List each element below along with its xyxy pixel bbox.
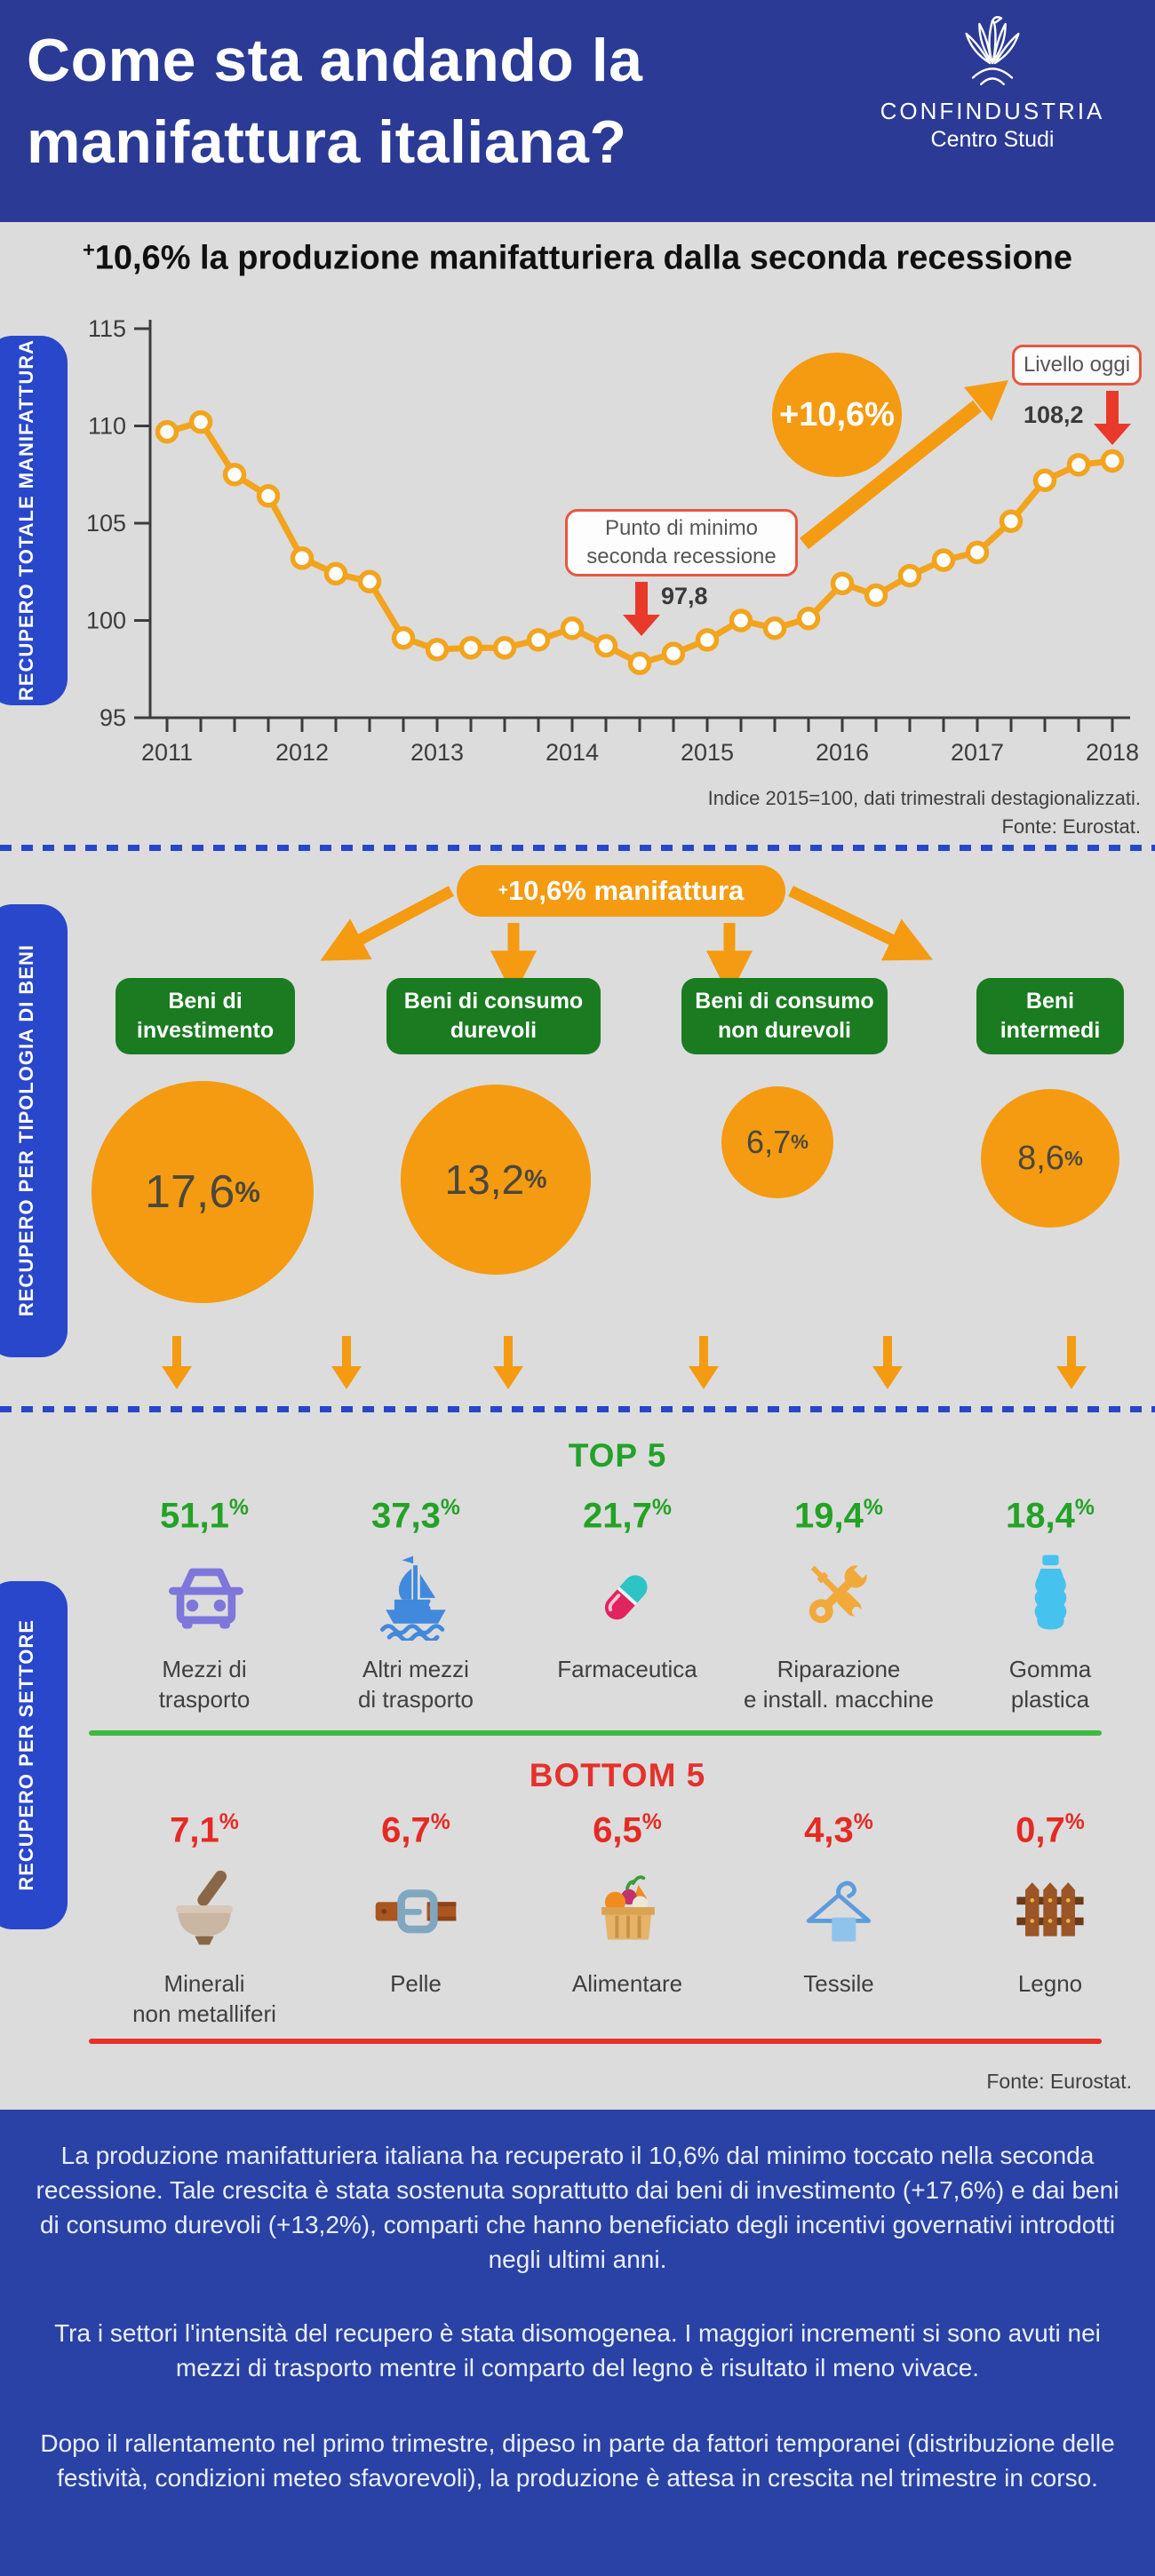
page-title-line1: Come sta andando la — [27, 27, 643, 94]
down-arrow-icon — [688, 1336, 720, 1389]
chart-source: Fonte: Eurostat. — [1001, 815, 1141, 838]
section-headline: +10,6% la produzione manifatturiera dall… — [0, 238, 1155, 278]
ship-icon — [380, 1555, 446, 1641]
logo-subtitle: Centro Studi — [930, 127, 1055, 152]
sector-gomma-plastica: 18,4% Gomma plastica — [944, 1496, 1155, 1729]
category-box-non-durevoli: Beni di consumo non durevoli — [681, 978, 888, 1054]
annotation-min-box: Punto di minimo seconda recessione — [565, 509, 798, 576]
mortar-icon — [176, 1870, 233, 1945]
chart-note: Indice 2015=100, dati trimestrali destag… — [707, 787, 1141, 809]
down-arrow-icon — [1055, 1336, 1087, 1389]
sector-pelle: 6,7% Pelle — [309, 1810, 522, 2043]
red-divider — [89, 2039, 1102, 2044]
annotation-today-value: 108,2 — [1024, 402, 1084, 428]
crate-icon — [601, 1875, 655, 1940]
svg-text:2011: 2011 — [141, 739, 193, 766]
svg-text:2018: 2018 — [1086, 739, 1139, 766]
svg-text:110: 110 — [88, 413, 126, 440]
sector-riparazione-macchine: 19,4% Riparazione e install. macchi — [744, 1496, 934, 1713]
bottom5-title: BOTTOM 5 — [529, 1757, 706, 1793]
svg-text:105: 105 — [86, 510, 126, 537]
green-divider — [89, 1730, 1102, 1736]
sector-minerali: 7,1% Minerali non metalliferi — [132, 1810, 276, 2027]
pill-icon — [604, 1575, 648, 1620]
line-chart: 95 100 105 110 115 2011 2012 2013 2014 2015 2016 20… — [86, 315, 1139, 766]
dashed-separator — [0, 845, 1155, 851]
footer-paragraph: La produzione manifatturiera italiana ha… — [36, 2142, 1119, 2273]
car-icon — [169, 1568, 243, 1629]
header: Come sta andando la manifattura italiana… — [0, 0, 1155, 222]
svg-text:2014: 2014 — [546, 739, 599, 766]
svg-text:2015: 2015 — [681, 739, 734, 766]
bubble-investimento: 17,6% — [92, 1081, 314, 1303]
category-box-investimento: Beni di investimento — [116, 978, 295, 1054]
category-box-intermedi: Beni intermedi — [976, 978, 1124, 1054]
bubble-intermedi: 8,6% — [981, 1089, 1119, 1228]
bubble-durevoli: 13,2% — [401, 1085, 591, 1275]
plus-sign: + — [82, 238, 95, 261]
sector-mezzi-di-trasporto: 51,1% Mezzi di trasporto — [158, 1496, 251, 1713]
svg-text:2016: 2016 — [816, 739, 869, 766]
sector-farmaceutica: 21,7% Farmaceutica — [557, 1496, 697, 1682]
dashed-separator — [0, 1406, 1155, 1412]
tools-icon — [808, 1561, 872, 1624]
belt-icon — [375, 1889, 457, 1934]
root-total-box: +10,6% manifattura — [457, 865, 785, 917]
sector-alimentare: 6,5% Alimentare — [571, 1810, 683, 1997]
svg-text:95: 95 — [100, 704, 126, 731]
annotation-min-value: 97,8 — [661, 583, 708, 609]
fence-icon — [1016, 1882, 1084, 1936]
sector-tessile: 4,3% Tessile — [732, 1810, 945, 2043]
page-title-line2: manifattura italiana? — [27, 108, 627, 176]
down-arrow-icon — [492, 1336, 524, 1389]
down-arrow-icon — [872, 1336, 904, 1389]
annotation-today-box: Livello oggi — [1012, 345, 1142, 386]
page-title: Come sta andando la manifattura italiana… — [27, 20, 642, 183]
top5-title: TOP 5 — [568, 1437, 667, 1474]
sector-legno: 0,7% Legno — [944, 1810, 1155, 2043]
sidebar-label-recupero-totale: RECUPERO TOTALE MANIFATTURA — [0, 336, 68, 705]
svg-text:2017: 2017 — [951, 739, 1004, 766]
logo-title: CONFINDUSTRIA — [880, 98, 1105, 124]
hanger-icon — [806, 1880, 872, 1942]
bottle-icon — [1034, 1554, 1067, 1630]
category-box-durevoli: Beni di consumo durevoli — [386, 978, 601, 1054]
confindustria-logo: CONFINDUSTRIA Centro Studi — [846, 12, 1139, 153]
manufacturing-index-chart: 95 100 105 110 115 2011 2012 2013 2014 2015 2016 20… — [0, 302, 1155, 853]
sidebar-label-settore: RECUPERO PER SETTORE — [0, 1581, 68, 1929]
svg-text:2013: 2013 — [410, 739, 464, 766]
footer-paragraph: Dopo il rallentamento nel primo trimestr… — [40, 2429, 1115, 2492]
growth-badge: +10,6% — [772, 353, 902, 477]
down-arrow-icon — [331, 1336, 362, 1389]
footer-paragraph: Tra i settori l'intensità del recupero è… — [54, 2319, 1101, 2381]
confindustria-eagle-icon — [965, 16, 1020, 86]
svg-text:2012: 2012 — [275, 739, 329, 766]
svg-text:100: 100 — [86, 608, 126, 634]
footer: La produzione manifatturiera italiana ha… — [0, 2110, 1155, 2576]
down-arrow-icon — [161, 1336, 193, 1389]
headline-text: 10,6% la produzione manifatturiera dalla… — [94, 239, 1073, 277]
sector-altri-mezzi: 37,3% Altri mezzi di trasporto — [357, 1496, 474, 1713]
svg-text:115: 115 — [88, 315, 126, 342]
sidebar-label-tipologia-beni: RECUPERO PER TIPOLOGIA DI BENI — [0, 904, 68, 1357]
sectors-source: Fonte: Eurostat. — [986, 2070, 1132, 2093]
flow-arrows — [320, 886, 934, 998]
bubble-non-durevoli: 6,7% — [721, 1086, 833, 1198]
